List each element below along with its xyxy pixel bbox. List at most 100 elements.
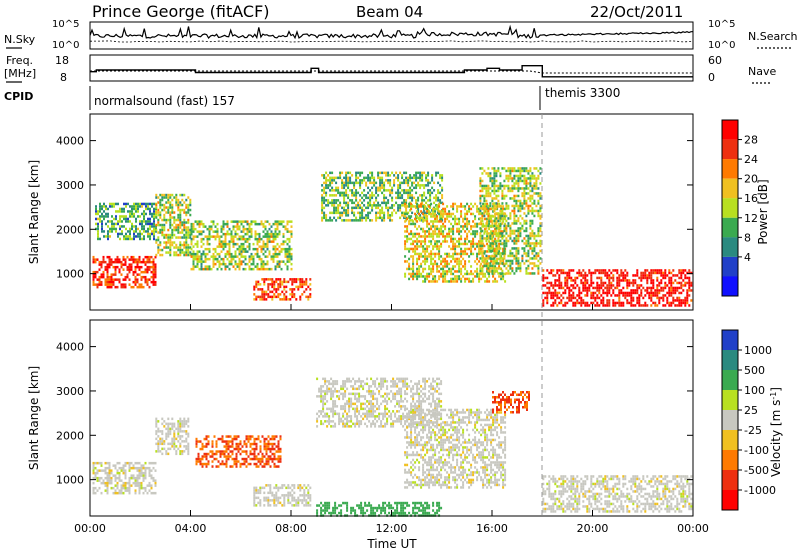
data-cell xyxy=(458,205,461,208)
data-cell xyxy=(515,239,518,243)
data-cell xyxy=(243,457,246,461)
data-cell xyxy=(391,196,394,200)
data-cell xyxy=(244,250,247,253)
data-cell xyxy=(359,216,362,220)
data-cell xyxy=(511,254,514,258)
data-cell xyxy=(404,225,407,228)
data-cell xyxy=(478,272,481,276)
data-cell xyxy=(181,223,184,227)
data-cell xyxy=(299,298,302,301)
data-cell xyxy=(542,299,545,302)
data-cell xyxy=(327,179,330,182)
data-cell xyxy=(218,260,221,263)
data-cell xyxy=(594,299,597,302)
data-cell xyxy=(222,220,225,223)
data-cell xyxy=(480,230,483,233)
data-cell xyxy=(101,207,103,211)
data-cell xyxy=(224,235,227,238)
data-cell xyxy=(484,202,487,206)
data-cell xyxy=(208,235,211,238)
data-cell xyxy=(385,204,388,207)
data-cell xyxy=(181,422,184,426)
data-cell xyxy=(286,267,289,271)
data-cell xyxy=(479,217,482,220)
data-cell xyxy=(232,235,235,238)
data-cell xyxy=(138,268,141,271)
data-cell xyxy=(140,484,143,487)
data-cell xyxy=(412,272,415,276)
data-cell xyxy=(427,184,430,187)
data-cell xyxy=(321,199,324,202)
data-cell xyxy=(432,277,435,281)
data-cell xyxy=(412,240,415,243)
data-cell xyxy=(381,201,384,205)
data-cell xyxy=(189,233,192,237)
data-cell xyxy=(490,260,493,263)
data-cell xyxy=(432,252,435,256)
data-cell xyxy=(238,265,241,268)
data-cell xyxy=(274,237,277,241)
data-cell xyxy=(327,204,330,207)
data-cell xyxy=(274,245,277,248)
data-cell xyxy=(107,215,109,218)
data-cell xyxy=(377,186,380,190)
data-cell xyxy=(200,260,203,263)
data-cell xyxy=(602,291,605,295)
data-cell xyxy=(393,184,396,187)
data-cell xyxy=(201,462,204,466)
data-cell xyxy=(440,227,443,231)
data-cell xyxy=(438,232,441,236)
data-cell xyxy=(248,230,251,233)
data-cell xyxy=(420,262,423,266)
data-cell xyxy=(395,201,398,205)
data-cell xyxy=(175,450,178,453)
data-cell xyxy=(539,194,542,198)
data-cell xyxy=(140,278,143,281)
data-cell xyxy=(409,209,412,212)
data-cell xyxy=(305,280,308,284)
data-cell xyxy=(427,171,430,175)
data-cell xyxy=(509,177,512,180)
data-cell xyxy=(131,237,133,241)
data-cell xyxy=(212,235,215,238)
data-cell xyxy=(181,231,184,234)
data-cell xyxy=(454,220,457,223)
data-cell xyxy=(267,288,270,291)
data-cell xyxy=(246,262,249,266)
data-cell xyxy=(185,231,188,234)
data-cell xyxy=(211,445,214,448)
data-cell xyxy=(224,240,227,243)
data-cell xyxy=(347,171,350,175)
data-cell xyxy=(491,269,494,273)
data-cell xyxy=(539,234,542,238)
data-cell xyxy=(686,301,689,305)
data-cell xyxy=(103,202,105,206)
data-cell xyxy=(232,245,235,248)
data-cell xyxy=(464,267,467,271)
data-cell xyxy=(474,235,477,238)
data-cell xyxy=(513,237,516,240)
data-cell xyxy=(196,240,199,243)
data-cell xyxy=(169,422,172,426)
data-cell xyxy=(179,450,182,453)
data-cell xyxy=(183,211,186,214)
data-cell xyxy=(266,267,269,271)
data-cell xyxy=(446,255,449,258)
data-cell xyxy=(491,249,494,253)
data-cell xyxy=(420,245,423,248)
data-cell xyxy=(626,299,629,302)
data-cell xyxy=(114,464,117,467)
data-cell xyxy=(513,257,516,260)
data-cell xyxy=(492,275,495,278)
data-cell xyxy=(236,265,239,268)
data-cell xyxy=(481,217,484,220)
data-cell xyxy=(256,222,259,226)
data-cell xyxy=(151,225,153,228)
data-cell xyxy=(446,212,449,216)
data-cell xyxy=(495,184,498,188)
data-cell xyxy=(644,269,647,272)
data-cell xyxy=(505,267,508,270)
data-cell xyxy=(602,271,605,275)
data-cell xyxy=(680,271,683,275)
data-cell xyxy=(500,230,503,233)
